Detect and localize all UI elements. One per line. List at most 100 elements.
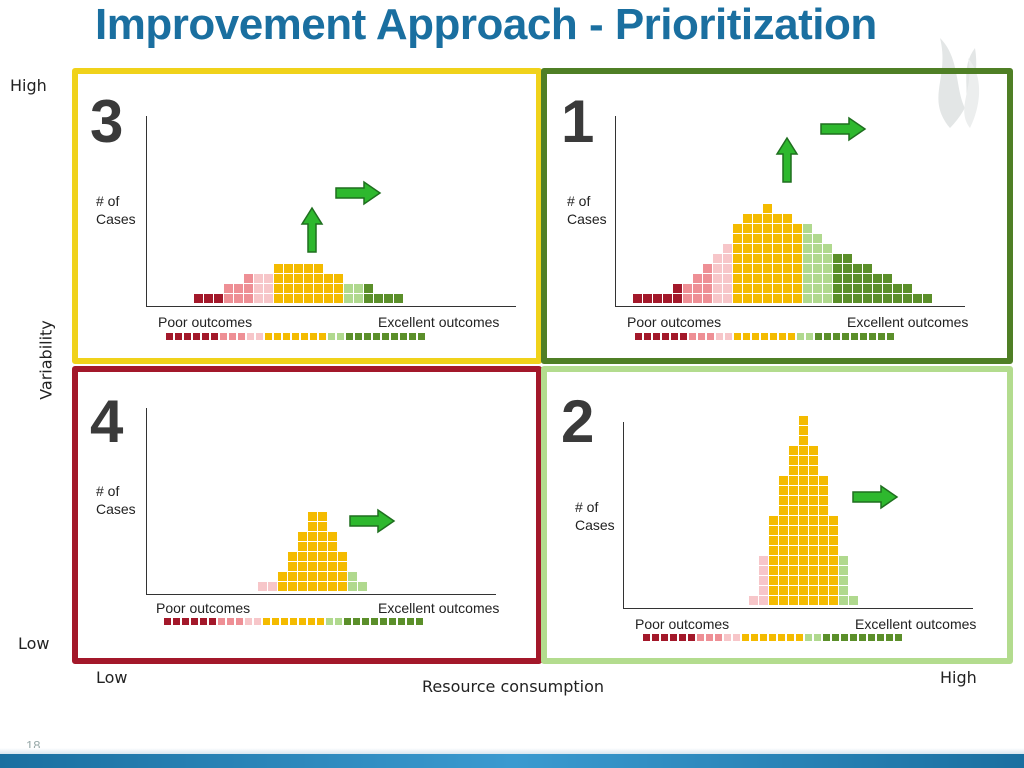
case-square xyxy=(759,596,768,605)
legend-square xyxy=(869,333,876,340)
case-square xyxy=(294,284,303,293)
case-square xyxy=(314,284,323,293)
legend-square xyxy=(841,634,848,641)
case-square xyxy=(348,582,357,591)
case-square xyxy=(803,234,812,243)
footer-gradient xyxy=(0,748,1024,754)
legend-square xyxy=(290,618,297,625)
arrow-right-icon xyxy=(349,508,396,534)
case-square xyxy=(849,596,858,605)
legend-square xyxy=(877,634,884,641)
case-square xyxy=(759,576,768,585)
legend-square xyxy=(689,333,696,340)
case-square xyxy=(284,294,293,303)
case-square xyxy=(264,294,273,303)
case-square xyxy=(733,274,742,283)
case-square xyxy=(318,512,327,521)
case-square xyxy=(308,522,317,531)
case-square xyxy=(308,572,317,581)
case-square xyxy=(833,264,842,273)
poor-outcomes-label: Poor outcomes xyxy=(627,314,722,330)
case-square xyxy=(819,536,828,545)
legend-square xyxy=(346,333,353,340)
case-square xyxy=(799,506,808,515)
case-square xyxy=(713,264,722,273)
case-square xyxy=(799,566,808,575)
legend-square xyxy=(670,634,677,641)
case-square xyxy=(823,294,832,303)
case-square xyxy=(733,254,742,263)
case-square xyxy=(783,264,792,273)
legend-square xyxy=(788,333,795,340)
case-square xyxy=(769,536,778,545)
case-square xyxy=(819,576,828,585)
case-square xyxy=(779,586,788,595)
case-square xyxy=(334,274,343,283)
case-square xyxy=(713,254,722,263)
case-square xyxy=(873,294,882,303)
legend-square xyxy=(760,634,767,641)
case-square xyxy=(829,586,838,595)
case-square xyxy=(783,274,792,283)
x-axis-high-label: High xyxy=(940,668,977,687)
case-square xyxy=(288,572,297,581)
legend-square xyxy=(779,333,786,340)
case-square xyxy=(923,294,932,303)
legend-square xyxy=(698,333,705,340)
case-square xyxy=(809,556,818,565)
case-square xyxy=(779,596,788,605)
case-square xyxy=(819,516,828,525)
quadrant-1: 1 # of Cases Poor outcomes Excellent out… xyxy=(541,68,1013,364)
case-square xyxy=(264,284,273,293)
case-square xyxy=(783,254,792,263)
case-square xyxy=(779,476,788,485)
case-square xyxy=(763,204,772,213)
case-square xyxy=(354,294,363,303)
case-square xyxy=(318,562,327,571)
case-square xyxy=(809,516,818,525)
case-square xyxy=(813,244,822,253)
legend-square xyxy=(274,333,281,340)
case-square xyxy=(749,596,758,605)
arrow-right-icon xyxy=(335,180,382,206)
case-square xyxy=(278,572,287,581)
case-square xyxy=(793,294,802,303)
case-square xyxy=(769,596,778,605)
legend-square xyxy=(878,333,885,340)
case-square xyxy=(743,214,752,223)
case-square xyxy=(809,496,818,505)
case-square xyxy=(773,294,782,303)
legend-square xyxy=(652,634,659,641)
legend-square xyxy=(398,618,405,625)
case-square xyxy=(773,244,782,253)
case-square xyxy=(298,562,307,571)
case-square xyxy=(783,214,792,223)
case-square xyxy=(733,234,742,243)
case-square xyxy=(723,274,732,283)
excellent-outcomes-label: Excellent outcomes xyxy=(847,314,969,330)
case-square xyxy=(803,294,812,303)
case-square xyxy=(769,576,778,585)
case-square xyxy=(753,214,762,223)
case-square xyxy=(769,526,778,535)
legend-square xyxy=(724,634,731,641)
y-axis-low-label: Low xyxy=(18,634,50,653)
quadrant-number: 3 xyxy=(90,88,124,155)
case-square xyxy=(853,274,862,283)
case-square xyxy=(763,234,772,243)
case-square xyxy=(809,536,818,545)
case-square xyxy=(344,284,353,293)
case-square xyxy=(683,294,692,303)
case-square xyxy=(328,562,337,571)
y-axis-line xyxy=(146,116,147,306)
quadrant-2: 2 # of Cases Poor outcomes Excellent out… xyxy=(541,366,1013,664)
case-square xyxy=(813,294,822,303)
legend-square xyxy=(353,618,360,625)
legend-square xyxy=(227,618,234,625)
case-square xyxy=(344,294,353,303)
legend-square xyxy=(355,333,362,340)
case-square xyxy=(793,244,802,253)
case-square xyxy=(759,586,768,595)
legend-square xyxy=(200,618,207,625)
legend-square xyxy=(815,333,822,340)
